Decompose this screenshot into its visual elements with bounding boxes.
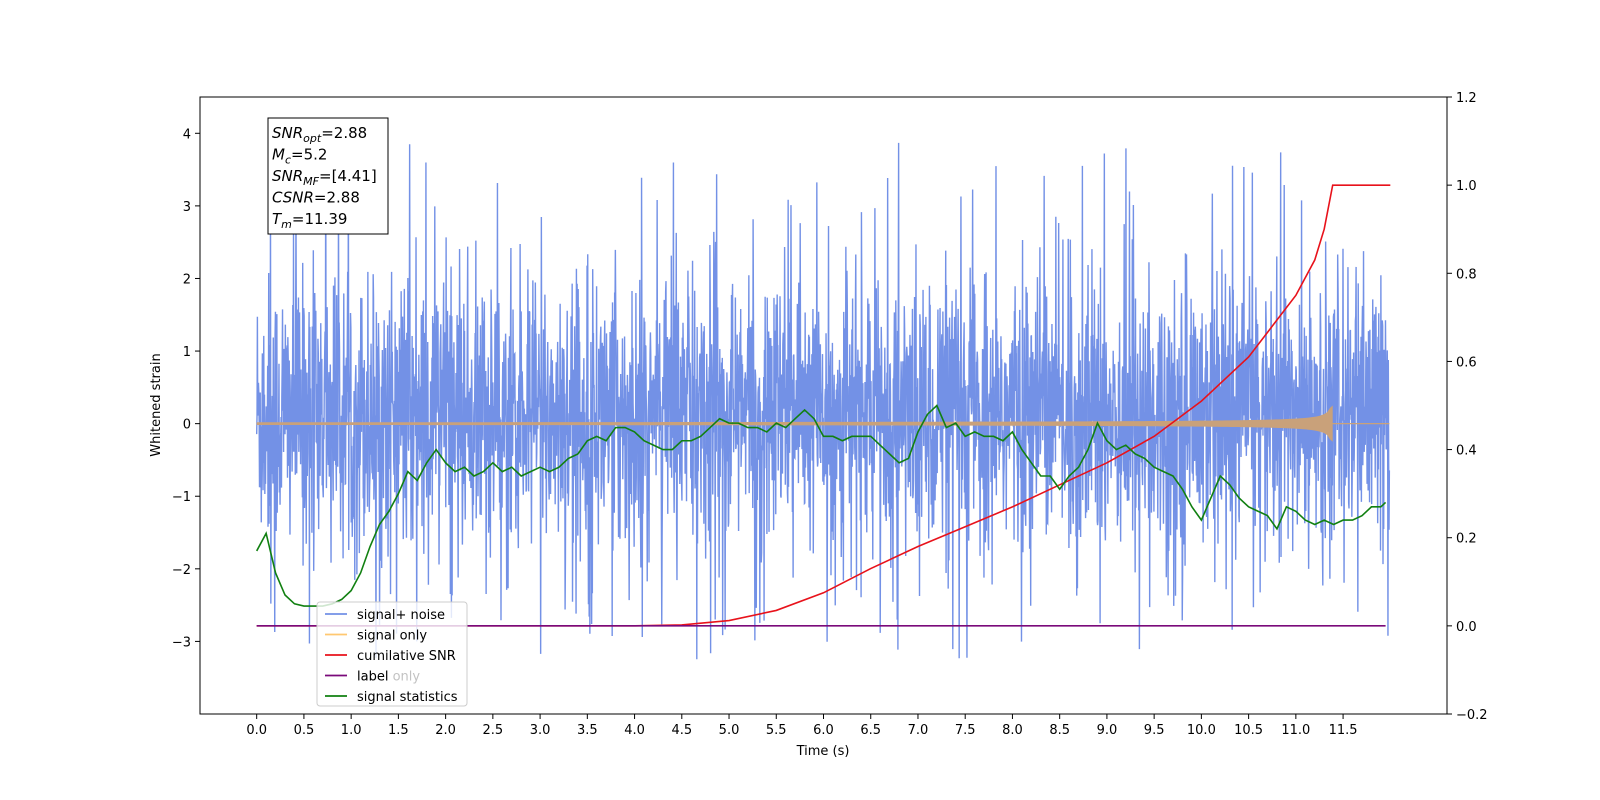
y-tick-label: 1: [183, 345, 191, 360]
y-tick-label: −2: [172, 563, 191, 578]
x-tick-label: 7.5: [955, 723, 976, 738]
legend-frame: [316, 601, 468, 707]
legend-label: signal+ noise: [357, 608, 445, 623]
x-tick-label: 6.5: [860, 723, 881, 738]
x-tick-label: 9.5: [1144, 723, 1165, 738]
y-axis-label: Whitened strain: [149, 353, 164, 456]
x-tick-label: 8.5: [1049, 723, 1070, 738]
x-tick-label: 11.5: [1329, 723, 1358, 738]
x-tick-label: 3.0: [530, 723, 551, 738]
y-tick-label: −3: [172, 635, 191, 650]
legend-label: label: [357, 670, 388, 685]
x-axis-label: Time (s): [796, 744, 850, 759]
x-tick-label: 9.0: [1097, 723, 1118, 738]
x-tick-label: 2.5: [483, 723, 504, 738]
y2-tick-label: 0.8: [1456, 267, 1477, 282]
x-tick-label: 8.0: [1002, 723, 1023, 738]
y2-tick-label: 0.4: [1456, 444, 1477, 459]
y-axis-left: −3 −2 −1 0 1 2 3 4: [172, 127, 200, 650]
x-axis: 0.0 0.5 1.0 1.5 2.0 2.5 3.0 3.5 4.0 4.5 5.0 5.5 6.0 6…: [246, 714, 1358, 738]
series-cumulative-snr-line: [256, 184, 1391, 627]
y-tick-label: 0: [183, 418, 191, 433]
legend: label only signal+ noise signal only cumila…: [316, 601, 468, 707]
x-tick-label: 10.5: [1234, 723, 1263, 738]
x-tick-label: 1.5: [388, 723, 409, 738]
legend-label: signal only: [357, 629, 427, 644]
legend-label: signal statistics: [357, 690, 458, 705]
x-tick-label: 4.5: [671, 723, 692, 738]
annotation-line: SNRMF=[4.41]: [272, 167, 377, 188]
y2-tick-label: 0.2: [1456, 532, 1477, 547]
x-tick-label: 10.0: [1187, 723, 1216, 738]
y-tick-label: 3: [183, 200, 191, 215]
series-signal-noise-line: [255, 142, 1391, 660]
x-tick-label: 0.5: [294, 723, 315, 738]
legend-label: cumilative SNR: [357, 649, 456, 664]
y-axis-right: −0.2 0.0 0.2 0.4 0.6 0.8 1.0 1.2: [1447, 91, 1488, 723]
annotation-line: CSNR=2.88: [272, 189, 360, 207]
x-tick-label: 6.0: [813, 723, 834, 738]
x-tick-label: 0.0: [246, 723, 267, 738]
x-tick-label: 5.5: [766, 723, 787, 738]
x-tick-label: 11.0: [1281, 723, 1310, 738]
series-signal-statistics-line: [255, 404, 1387, 607]
y2-tick-label: 1.0: [1456, 179, 1477, 194]
x-tick-label: 7.0: [908, 723, 929, 738]
annotation-line: Mc=5.2: [272, 146, 327, 167]
y2-tick-label: 1.2: [1456, 91, 1477, 106]
y-tick-label: 2: [183, 272, 191, 287]
y2-tick-label: 0.6: [1456, 355, 1477, 370]
x-tick-label: 2.0: [435, 723, 456, 738]
annotation-line: Tm=11.39: [272, 210, 347, 231]
annotation-line: SNRopt=2.88: [272, 124, 367, 145]
x-tick-label: 4.0: [624, 723, 645, 738]
legend-label-ghost: label only: [357, 670, 420, 685]
y2-tick-label: 0.0: [1456, 620, 1477, 635]
x-tick-label: 1.0: [341, 723, 362, 738]
x-tick-label: 5.0: [719, 723, 740, 738]
y2-tick-label: −0.2: [1456, 708, 1488, 723]
x-tick-label: 3.5: [577, 723, 598, 738]
annotation-frame: [267, 117, 389, 235]
y-tick-label: −1: [172, 490, 191, 505]
y-tick-label: 4: [183, 127, 191, 142]
